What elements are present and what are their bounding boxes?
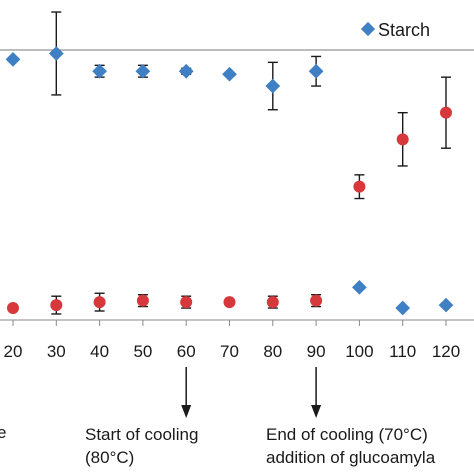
annotation-arrows	[181, 367, 322, 418]
series-2-point-20	[7, 302, 19, 315]
series-2-point-80	[266, 296, 279, 309]
legend-starch-label: Starch	[378, 20, 430, 40]
series-2-point-100	[353, 180, 366, 193]
annotation-arrow-head-2	[311, 405, 322, 418]
starch-point-20	[5, 52, 21, 67]
annotation-end-of-cooling: End of cooling (70°C) addition of glucoa…	[266, 423, 435, 469]
annotation-end-line-2: addition of glucoamyla	[266, 448, 436, 467]
starch-point-50	[135, 63, 151, 79]
series-2-point-30	[50, 299, 63, 312]
starch-point-40	[92, 63, 107, 79]
x-tick-label-20: 20	[4, 342, 23, 361]
annotation-end-line-1: End of cooling (70°C)	[266, 425, 428, 444]
starch-point-90	[308, 63, 324, 79]
series-2-point-110	[396, 133, 409, 146]
series-2-point-60	[180, 296, 193, 309]
starch-point-70	[222, 66, 237, 82]
starch-point-60	[178, 63, 194, 79]
x-tick-label-30: 30	[47, 342, 66, 361]
annotation-start-line-1: Start of cooling	[85, 425, 199, 444]
error-bars	[51, 11, 451, 315]
annotation-start-line-2: (80°C)	[85, 448, 135, 467]
left-edge-label: e	[0, 423, 6, 442]
x-tick-label-100: 100	[345, 342, 373, 361]
series-2-point-70	[223, 296, 236, 309]
annotation-start-of-cooling: Start of cooling (80°C)	[85, 423, 198, 469]
x-tick-label-120: 120	[432, 342, 460, 361]
series-2-point-50	[136, 294, 149, 307]
x-tick-labels: 20 30 40 50 60 70 80 90 100 110 120	[4, 342, 461, 361]
legend: Starch	[360, 20, 430, 40]
annotation-arrow-head-1	[181, 405, 192, 418]
starch-point-110	[395, 300, 411, 316]
legend-starch-marker	[360, 21, 376, 37]
starch-point-80	[265, 78, 281, 94]
series-2-point-120	[440, 106, 452, 119]
x-tick-label-90: 90	[307, 342, 326, 361]
starch-point-30	[48, 46, 64, 61]
x-axis-ticks	[12, 320, 447, 326]
series-2-point-40	[93, 296, 106, 309]
x-tick-label-60: 60	[177, 342, 196, 361]
x-tick-label-110: 110	[389, 342, 416, 361]
data-points	[5, 46, 454, 316]
x-tick-label-80: 80	[263, 342, 282, 361]
starch-point-100	[352, 279, 367, 295]
x-tick-label-70: 70	[220, 342, 239, 361]
x-tick-label-40: 40	[90, 342, 109, 361]
starch-point-120	[438, 297, 454, 313]
x-tick-label-50: 50	[133, 342, 152, 361]
series-2-point-90	[310, 294, 323, 307]
